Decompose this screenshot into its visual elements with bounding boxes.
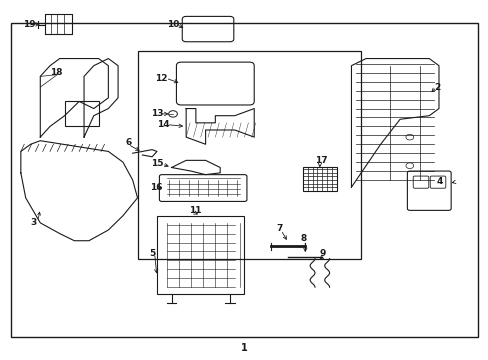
Text: 16: 16 — [149, 183, 162, 192]
Text: 13: 13 — [151, 109, 163, 118]
Bar — [137, 51, 361, 258]
Text: 5: 5 — [149, 249, 156, 258]
Text: 4: 4 — [436, 177, 442, 186]
Text: 12: 12 — [154, 74, 167, 83]
Text: 17: 17 — [314, 156, 327, 165]
Text: 3: 3 — [30, 219, 37, 228]
Text: 1: 1 — [241, 343, 247, 353]
Bar — [157, 216, 244, 294]
Text: 14: 14 — [157, 120, 169, 129]
Text: 6: 6 — [125, 138, 131, 147]
Bar — [302, 167, 336, 191]
Text: 19: 19 — [23, 20, 36, 29]
Bar — [11, 23, 477, 337]
Text: 18: 18 — [50, 68, 62, 77]
Bar — [64, 102, 99, 126]
Text: 8: 8 — [300, 234, 306, 243]
Text: 7: 7 — [276, 224, 282, 233]
Text: 11: 11 — [188, 206, 201, 215]
Text: 15: 15 — [151, 159, 163, 168]
Text: 9: 9 — [319, 249, 325, 258]
Text: 10: 10 — [166, 20, 179, 29]
Text: 2: 2 — [433, 83, 440, 92]
